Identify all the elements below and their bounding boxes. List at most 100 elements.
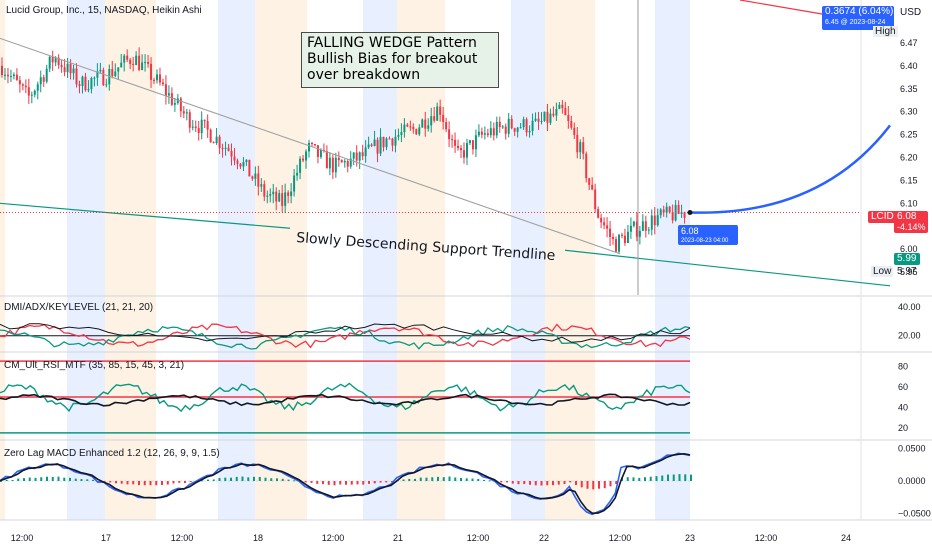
candle-body [164, 84, 167, 96]
low-value: 5.97 [897, 266, 917, 277]
macd-bar [483, 479, 485, 481]
candle-body [305, 151, 308, 161]
macd-bar [431, 477, 434, 481]
candle-body [120, 62, 123, 68]
macd-bar [322, 481, 324, 485]
rsi-tick-label: 60 [898, 382, 908, 392]
candle-body [319, 149, 322, 157]
macd-bar [569, 481, 572, 483]
candle-body [352, 152, 355, 159]
candle-body [334, 157, 337, 173]
candle-body [376, 139, 379, 154]
time-tick-label: 12:00 [322, 533, 345, 543]
tooltip-date: 2023-08-23 04:00 [681, 238, 729, 244]
rsi-slow-line [0, 393, 691, 407]
candle-body [75, 68, 78, 85]
candle-body [69, 63, 72, 74]
price-tick-label: 6.00 [900, 244, 918, 254]
macd-bar [690, 474, 692, 481]
candle-body [313, 144, 316, 146]
macd-bar [638, 477, 641, 481]
macd-bar [138, 481, 140, 486]
candle-body [42, 77, 45, 82]
candle-body [200, 119, 203, 134]
symbol-title[interactable]: Lucid Group, Inc., 15, NASDAQ, Heikin As… [6, 5, 202, 16]
dmi-title[interactable]: DMI/ADX/KEYLEVEL (21, 21, 20) [4, 302, 154, 313]
candle-body [430, 116, 433, 126]
price-tag-last: 6.08 [897, 211, 917, 222]
candle-body [15, 74, 18, 81]
macd-bar [437, 476, 439, 481]
candle-body [218, 136, 221, 148]
macd-bar [126, 481, 129, 485]
macd-title[interactable]: Zero Lag MACD Enhanced 1.2 (12, 26, 9, 9… [4, 448, 220, 459]
candle-body [36, 84, 39, 91]
candle-body [24, 85, 27, 88]
falling-wedge-note[interactable]: FALLING WEDGE Pattern Bullish Bias for b… [301, 32, 499, 88]
candle-body [51, 56, 54, 63]
candle-body [316, 145, 319, 157]
red-trendline [739, 0, 823, 15]
macd-tick-label: 0.0500 [898, 444, 926, 454]
candle-body [397, 134, 400, 137]
candle-body [409, 126, 412, 128]
rsi-title[interactable]: CM_Ult_RSI_MTF (35, 85, 15, 45, 3, 21) [4, 360, 185, 371]
macd-bar [402, 479, 405, 481]
macd-bar [287, 479, 290, 481]
macd-bar [350, 481, 353, 485]
candle-body [167, 93, 170, 96]
candle-body [212, 142, 215, 144]
macd-bar [92, 479, 94, 481]
macd-bar [661, 475, 664, 481]
macd-bar [293, 480, 296, 482]
macd-bar [161, 481, 163, 486]
candle-body [650, 215, 653, 230]
macd-bar [667, 474, 669, 481]
candle-body [647, 229, 650, 231]
candle-body [626, 231, 629, 243]
macd-bar [362, 481, 365, 485]
dmi-tick-label: 40.00 [898, 302, 921, 312]
candle-body [84, 76, 87, 91]
candle-body [540, 120, 543, 122]
currency-label[interactable]: USD [900, 7, 922, 18]
candle-body [418, 127, 421, 135]
candle-body [209, 129, 212, 143]
candle-body [328, 157, 331, 169]
candle-body [242, 162, 245, 167]
adx-line [0, 323, 691, 343]
candle-body [486, 133, 489, 136]
candle-body [588, 178, 591, 185]
macd-bar [109, 481, 112, 483]
candle-body [135, 55, 138, 65]
candle-body [579, 142, 582, 153]
macd-bar [270, 478, 273, 481]
candle-body [325, 151, 328, 169]
candle-body [638, 230, 641, 237]
macd-bar [454, 477, 457, 481]
macd-bar [586, 481, 589, 489]
candle-body [161, 82, 164, 85]
macd-bar [28, 477, 31, 481]
candle-body [382, 136, 385, 148]
candle-body [570, 121, 573, 128]
macd-bar [57, 476, 60, 481]
macd-bar [488, 480, 491, 482]
price-tick-label: 6.15 [900, 175, 918, 185]
candle-body [245, 159, 248, 163]
candle-body [549, 113, 552, 123]
wedge-upper-line [0, 37, 621, 255]
candle-body [27, 87, 30, 96]
macd-bar [333, 481, 336, 486]
candle-body [591, 184, 594, 190]
green-price-tag: 5.99 [894, 253, 920, 265]
macd-bar [69, 477, 71, 481]
candle-body [254, 173, 257, 179]
candle-body [281, 193, 284, 206]
macd-bar [626, 477, 629, 481]
candle-body [600, 217, 603, 223]
macd-bar [460, 477, 462, 481]
macd-bar [316, 481, 319, 484]
candle-body [680, 212, 683, 214]
candle-body [9, 75, 12, 77]
